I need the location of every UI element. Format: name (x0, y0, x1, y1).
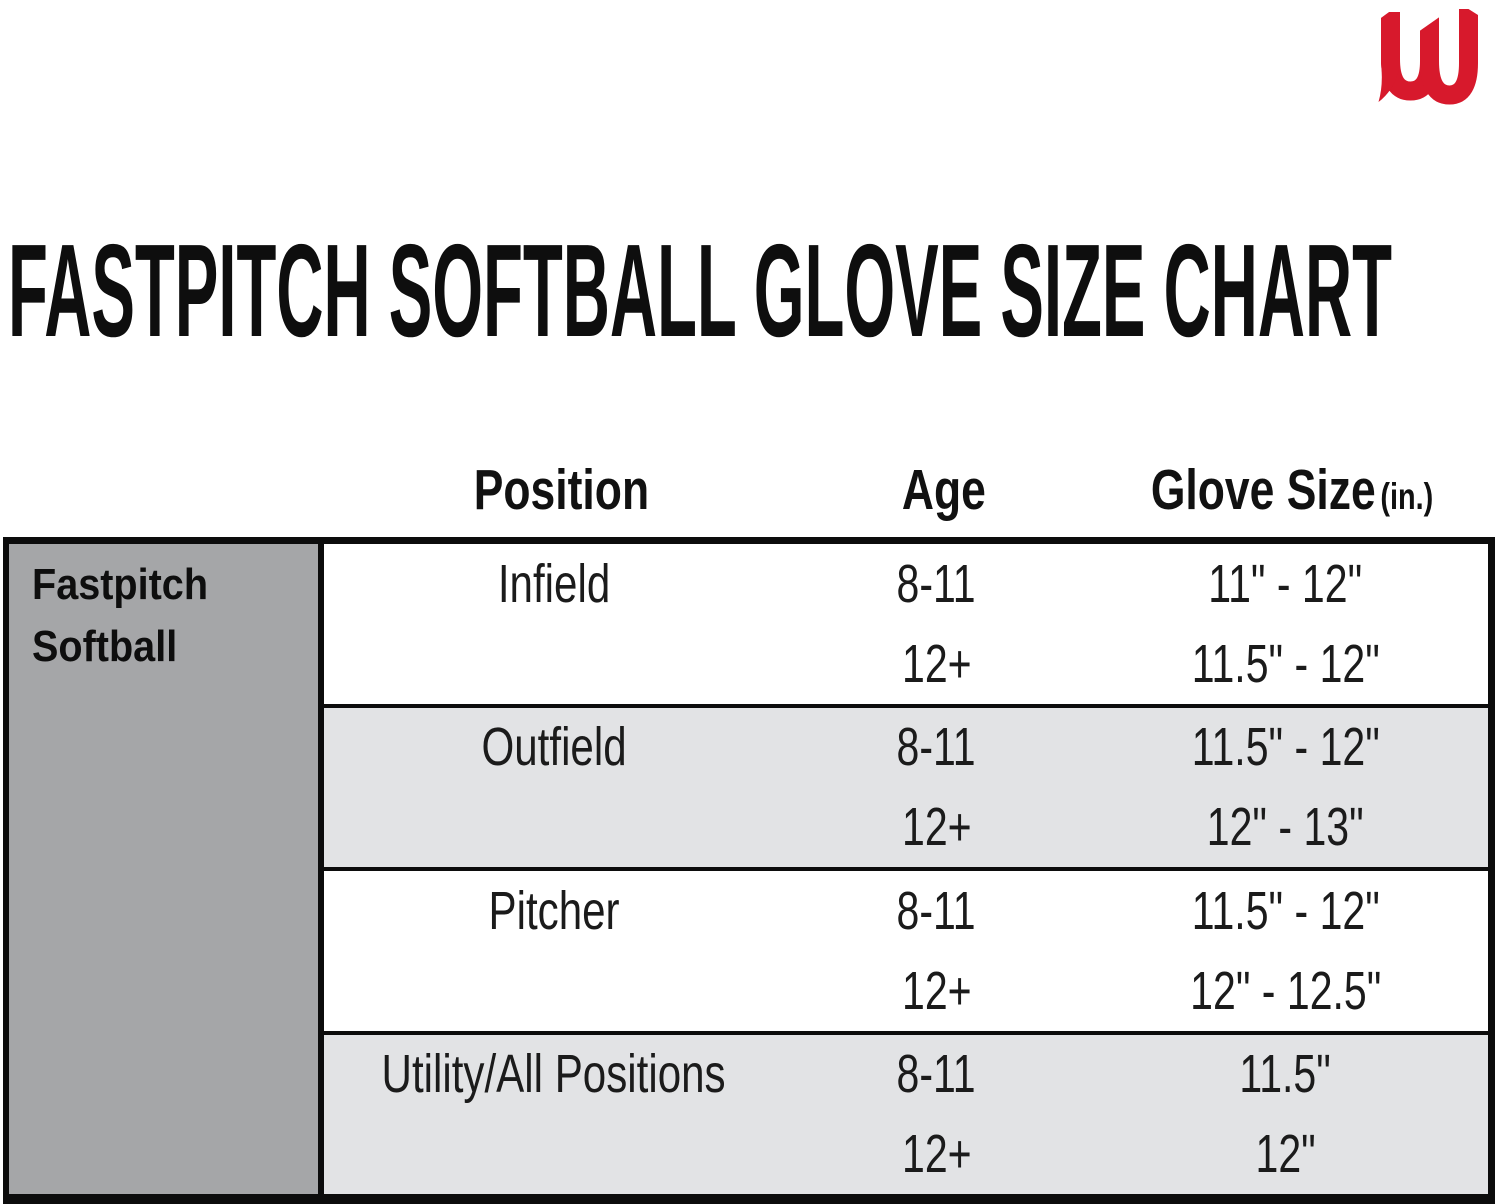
size-cell: 12" (1089, 1123, 1482, 1185)
header-position: Position (473, 458, 649, 522)
header-glove-size-cell: Glove Size (in.) (1096, 450, 1489, 530)
age-value: 12+ (901, 633, 972, 694)
size-cell: 11.5" - 12" (1089, 633, 1482, 695)
size-value: 11.5" - 12" (1191, 633, 1380, 694)
position-cell: Pitcher (324, 880, 784, 942)
position-label: Infield (497, 553, 611, 614)
age-cell: 8-11 (784, 1043, 1089, 1105)
size-value: 11.5" - 12" (1191, 880, 1380, 941)
section-divider (324, 703, 1488, 708)
age-cell: 8-11 (784, 553, 1089, 615)
header-glove-size-unit: (in.) (1380, 476, 1434, 517)
position-label: Utility/All Positions (381, 1044, 727, 1105)
section-pitcher: Pitcher 8-11 11.5" - 12" 12+ 12" - 12.5" (324, 871, 1488, 1031)
position-cell: Outfield (324, 716, 784, 778)
table-row: 12+ 12" - 13" (324, 787, 1488, 867)
position-label: Pitcher (488, 880, 620, 941)
age-cell: 8-11 (784, 880, 1089, 942)
wilson-logo (1373, 3, 1490, 108)
age-value: 8-11 (896, 553, 977, 614)
size-value: 12" (1255, 1124, 1316, 1185)
age-value: 12+ (901, 1124, 972, 1185)
size-cell: 11" - 12" (1089, 553, 1482, 615)
age-value: 8-11 (896, 717, 977, 778)
header-position-cell: Position (331, 450, 791, 530)
position-label: Outfield (481, 717, 627, 778)
wilson-w-icon (1378, 3, 1478, 105)
section-divider (324, 867, 1488, 871)
size-value: 11" - 12" (1208, 553, 1363, 614)
section-infield: Infield 8-11 11" - 12" 12+ 11.5" - 12" (324, 544, 1488, 704)
table-body: Infield 8-11 11" - 12" 12+ 11.5" - 12" O… (324, 544, 1488, 1194)
size-cell: 11.5" - 12" (1089, 716, 1482, 778)
row-group-label: Fastpitch Softball (32, 560, 209, 671)
table-row: 12+ 12" - 12.5" (324, 951, 1488, 1031)
size-table: Fastpitch Softball Infield 8-11 11" - 12… (3, 537, 1495, 1204)
header-age-cell: Age (791, 450, 1096, 530)
age-cell: 12+ (784, 633, 1089, 695)
age-cell: 12+ (784, 960, 1089, 1022)
size-value: 11.5" - 12" (1191, 717, 1380, 778)
position-cell: Infield (324, 553, 784, 615)
header-glove-size-label: Glove Size (1151, 458, 1377, 522)
size-cell: 11.5" - 12" (1089, 880, 1482, 942)
header-age: Age (901, 458, 986, 522)
size-cell: 11.5" (1089, 1043, 1482, 1105)
age-cell: 12+ (784, 796, 1089, 858)
size-value: 12" - 13" (1207, 797, 1364, 858)
section-utility: Utility/All Positions 8-11 11.5" 12+ 12" (324, 1034, 1488, 1194)
section-divider (324, 1030, 1488, 1035)
table-row: Infield 8-11 11" - 12" (324, 544, 1488, 624)
header-glove-size: Glove Size (in.) (1151, 457, 1433, 523)
table-column-headers: Position Age Glove Size (in.) (331, 450, 1489, 530)
page-title-text: FASTPITCH SOFTBALL GLOVE SIZE CHART (8, 238, 1392, 350)
table-row: Utility/All Positions 8-11 11.5" (324, 1035, 1488, 1115)
size-value: 11.5" (1239, 1044, 1332, 1105)
age-value: 8-11 (896, 1044, 977, 1105)
page-title: FASTPITCH SOFTBALL GLOVE SIZE CHART (8, 238, 1392, 350)
position-cell: Utility/All Positions (324, 1043, 784, 1105)
age-cell: 12+ (784, 1123, 1089, 1185)
section-outfield: Outfield 8-11 11.5" - 12" 12+ 12" - 13" (324, 707, 1488, 867)
age-value: 12+ (901, 797, 972, 858)
size-cell: 12" - 13" (1089, 796, 1482, 858)
row-group-cell: Fastpitch Softball (9, 544, 324, 1194)
size-cell: 12" - 12.5" (1089, 960, 1482, 1022)
age-value: 12+ (901, 960, 972, 1021)
table-row: Outfield 8-11 11.5" - 12" (324, 708, 1488, 788)
age-value: 8-11 (896, 880, 977, 941)
table-row: 12+ 11.5" - 12" (324, 624, 1488, 704)
size-value: 12" - 12.5" (1189, 960, 1382, 1021)
table-row: 12+ 12" (324, 1114, 1488, 1194)
age-cell: 8-11 (784, 716, 1089, 778)
table-row: Pitcher 8-11 11.5" - 12" (324, 871, 1488, 951)
